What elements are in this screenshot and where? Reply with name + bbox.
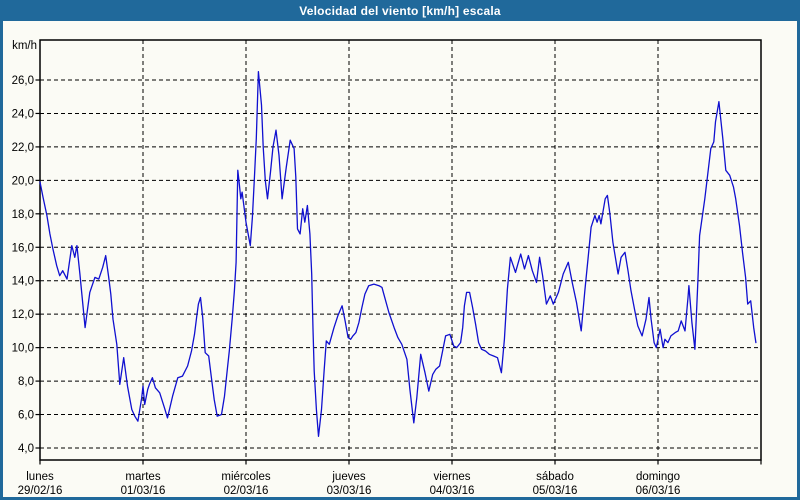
y-tick-label: 4,0 bbox=[18, 443, 34, 455]
y-tick-label: 22,0 bbox=[12, 142, 34, 154]
x-date-label: 04/03/16 bbox=[430, 485, 475, 497]
y-tick-label: 20,0 bbox=[12, 175, 34, 187]
chart-title: Velocidad del viento [km/h] escala bbox=[299, 3, 501, 18]
y-tick-label: 8,0 bbox=[18, 376, 34, 388]
y-tick-label: 10,0 bbox=[12, 343, 34, 355]
wind-speed-line-chart: 26,0 24,0 22,0 20,0 18,0 16,0 14,0 12,0 10,0 8,0 6… bbox=[12, 39, 762, 497]
y-tick-label: 16,0 bbox=[12, 242, 34, 254]
x-date-label: 29/02/16 bbox=[18, 485, 63, 497]
x-day-label: domingo bbox=[636, 471, 680, 483]
plot-frame bbox=[39, 39, 762, 461]
y-tick-label: 24,0 bbox=[12, 108, 34, 120]
x-date-label: 01/03/16 bbox=[121, 485, 166, 497]
x-date-label: 02/03/16 bbox=[224, 485, 269, 497]
y-tick-label: 6,0 bbox=[18, 410, 34, 422]
x-day-label: lunes bbox=[26, 471, 54, 483]
x-date-label: 06/03/16 bbox=[636, 485, 681, 497]
y-tick-label: 14,0 bbox=[12, 276, 34, 288]
x-date-label: 03/03/16 bbox=[327, 485, 372, 497]
y-axis-unit-label: km/h bbox=[12, 40, 37, 52]
x-day-label: martes bbox=[125, 471, 160, 483]
wind-speed-polyline bbox=[39, 70, 757, 437]
x-day-label: miércoles bbox=[221, 471, 270, 483]
x-day-label: sábado bbox=[536, 471, 574, 483]
x-date-label: 05/03/16 bbox=[533, 485, 578, 497]
x-day-label: jueves bbox=[331, 471, 365, 483]
x-day-label: viernes bbox=[433, 471, 470, 483]
y-tick-label: 12,0 bbox=[12, 309, 34, 321]
y-tick-label: 18,0 bbox=[12, 209, 34, 221]
y-tick-label: 26,0 bbox=[12, 75, 34, 87]
chart-title-bar: Velocidad del viento [km/h] escala bbox=[3, 0, 797, 21]
chart-area: 26,0 24,0 22,0 20,0 18,0 16,0 14,0 12,0 10,0 8,0 6… bbox=[3, 21, 797, 497]
